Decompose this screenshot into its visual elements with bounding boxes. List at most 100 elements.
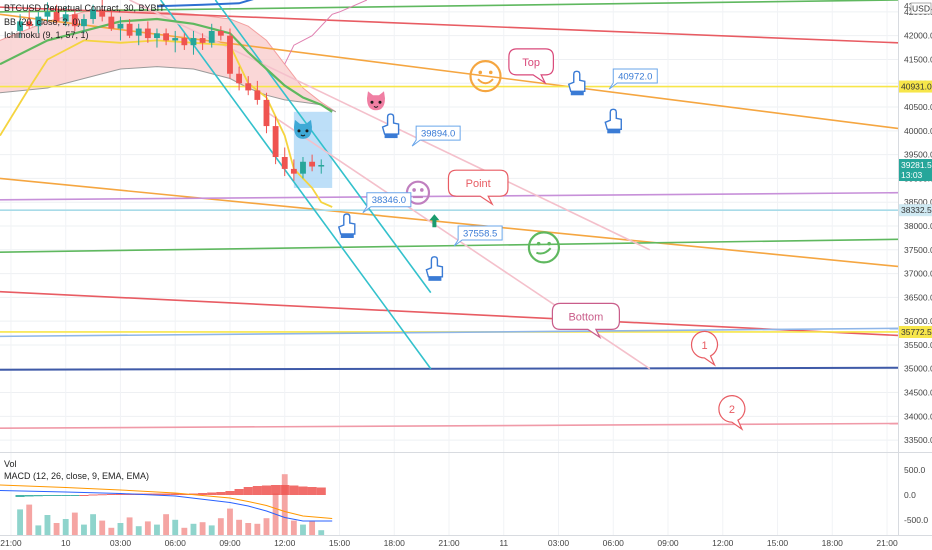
volume-bar: [236, 519, 243, 535]
candle: [163, 28, 170, 46]
macd-tick-label: -500.0: [904, 515, 928, 525]
hand-outline: [337, 213, 356, 235]
macd-histogram-bar: [261, 485, 272, 495]
macd-tick-label: 0.0: [904, 490, 916, 500]
candle-body: [181, 38, 188, 46]
macd-histogram-bar: [33, 495, 43, 497]
candle-body: [236, 73, 243, 84]
price-tick-label: 34500.0: [904, 388, 932, 398]
price-note-text: 38346.0: [372, 195, 406, 206]
candle: [227, 28, 233, 79]
currency-label: USD: [912, 4, 930, 14]
candle-body: [227, 35, 233, 74]
face-eye: [536, 241, 541, 246]
time-tick-label: 03:00: [110, 538, 132, 548]
time-tick-label: 21:00: [0, 538, 22, 548]
candle: [272, 116, 279, 165]
hand-cuff: [607, 129, 621, 134]
time-tick-label: 18:00: [822, 538, 844, 548]
candle: [44, 2, 51, 22]
cat-mouth: [300, 134, 306, 137]
price-tick-label: 37500.0: [904, 245, 932, 255]
volume-bar: [26, 504, 33, 535]
candle-body: [318, 165, 325, 167]
candle: [254, 80, 261, 105]
face-eye: [420, 188, 424, 192]
time-tick-label: 10: [61, 538, 71, 548]
macd-histogram-bar: [15, 495, 25, 497]
volume-bar: [90, 514, 97, 535]
speech-bubble: [508, 48, 554, 85]
macd-histogram-bar: [97, 494, 107, 496]
candle-body: [245, 83, 252, 91]
candle-body: [163, 33, 170, 41]
blue-line-35700: [0, 327, 899, 338]
bubble-text: Point: [466, 178, 491, 190]
cyan-channel-left: [159, 0, 432, 370]
volume-bar: [108, 527, 115, 535]
purple-line: [0, 191, 899, 201]
currency-box: [910, 2, 932, 15]
face-eye: [488, 70, 493, 75]
volume-bar: [144, 521, 151, 535]
candle-body: [53, 11, 60, 22]
face-eye: [547, 241, 551, 246]
bubble-text: Bottom: [568, 311, 603, 323]
time-tick-label: 12:00: [712, 538, 734, 548]
candle: [126, 19, 133, 39]
candle-body: [217, 30, 224, 36]
price-note-box: [362, 192, 412, 214]
macd-histogram-bar: [70, 495, 80, 496]
red-line-bottom: [0, 290, 899, 337]
candle-body: [199, 38, 206, 43]
volume-bar: [135, 526, 142, 535]
candle-body: [208, 30, 215, 43]
macd-histogram-bar: [115, 493, 126, 495]
candle-body: [144, 28, 151, 39]
volume-bar: [99, 520, 106, 535]
navy-line-35000: [0, 366, 899, 371]
candle-body: [172, 38, 179, 41]
price-tick-label: 38000.0: [904, 221, 932, 231]
macd-signal-line: [0, 484, 333, 519]
price-tick-label: 33500.0: [904, 435, 932, 445]
macd-histogram-bar: [307, 487, 317, 495]
volume-bar: [154, 524, 160, 535]
volume-bar: [300, 524, 306, 535]
volume-bar: [254, 523, 261, 535]
price-badge-label: 39281.5: [901, 160, 932, 170]
up-arrow-icon: [429, 214, 440, 228]
bubble-text: 2: [729, 404, 735, 416]
blue-cat-face-icon: [293, 119, 312, 139]
candle: [99, 0, 106, 22]
candle: [181, 33, 188, 50]
volume-bar: [71, 512, 78, 535]
bb-legend: BB (20, close, 2, 0): [4, 17, 81, 27]
volume-bar: [227, 508, 233, 535]
volume-bar: [81, 524, 87, 535]
price-badge: [899, 325, 932, 338]
cat-mouth: [373, 105, 379, 108]
red-line-top: [0, 6, 899, 44]
cat-head: [366, 91, 385, 111]
smirk-face-icon: [527, 231, 561, 264]
hand-cuff: [428, 276, 442, 281]
price-note-text: 39894.0: [421, 129, 455, 140]
cat-head: [293, 119, 312, 139]
ichimoku-legend: Ichimoku (9, 1, 57, 1): [4, 30, 89, 40]
candle: [53, 4, 60, 24]
volume-legend: Vol: [4, 459, 17, 469]
candle: [144, 21, 151, 43]
price-note-box: [411, 125, 461, 147]
bubble-text: 1: [701, 340, 707, 352]
candle-body: [62, 14, 69, 22]
cat-eye: [370, 100, 374, 104]
macd-histogram-bar: [216, 492, 226, 495]
macd-histogram-bar: [79, 495, 89, 496]
candle: [199, 33, 206, 50]
volume-bar: [62, 519, 69, 535]
macd-histogram-bar: [234, 489, 244, 495]
